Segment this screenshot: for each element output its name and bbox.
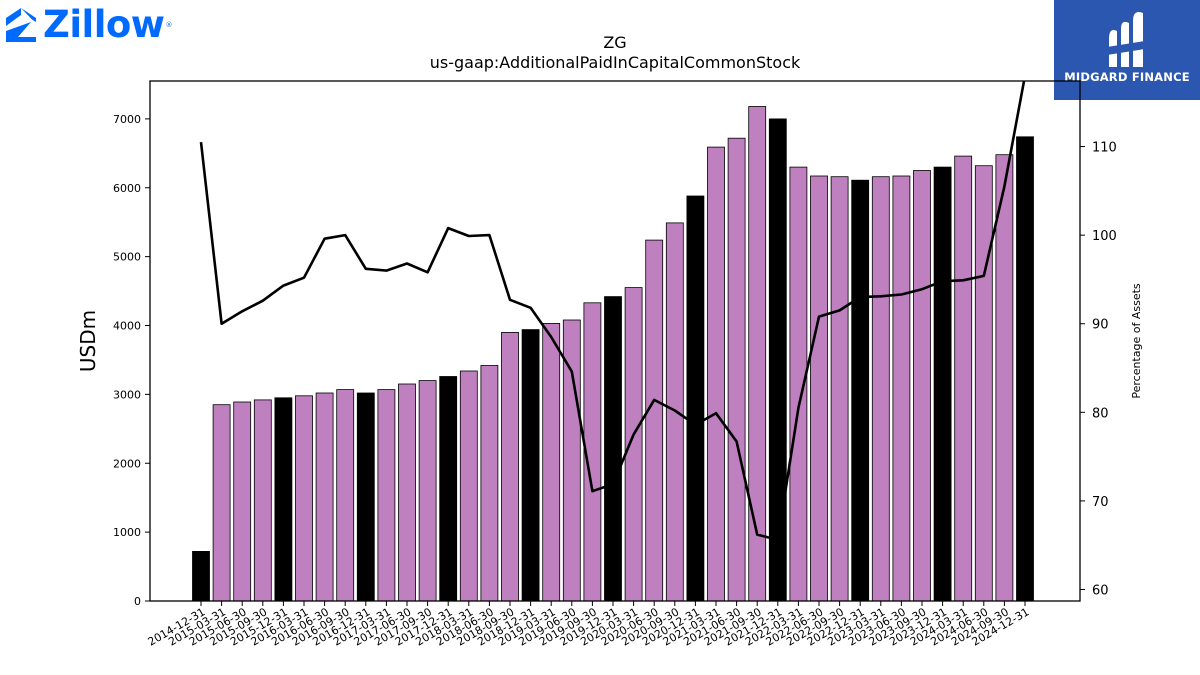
y-axis-label: USDm	[76, 310, 100, 372]
y2-tick-label: 80	[1092, 406, 1109, 421]
bar	[295, 395, 313, 602]
bar	[830, 176, 849, 602]
bar	[501, 331, 519, 602]
y-tick-label: 0	[134, 595, 141, 608]
zillow-logo: Zillow ®	[5, 6, 172, 43]
zillow-house-icon	[6, 7, 36, 42]
bar	[748, 106, 767, 602]
zillow-wordmark: Zillow	[43, 3, 165, 46]
midgard-m-icon	[1107, 12, 1145, 67]
bar	[851, 179, 870, 602]
bar	[995, 154, 1014, 602]
y-tick-label: 4000	[113, 320, 141, 333]
bar	[954, 155, 973, 602]
plot-frame	[149, 80, 1081, 602]
chart-title: ZG	[603, 33, 626, 52]
percentage-line	[199, 81, 1026, 542]
bar	[274, 397, 293, 602]
bar	[604, 296, 622, 602]
y-tick-label: 6000	[113, 182, 141, 195]
plot-area: 0 1000 2000 3000 4000 5000 6000 7000 60 70 80 90 100…	[113, 81, 1117, 649]
bar	[542, 322, 561, 602]
y-tick-label: 1000	[113, 526, 141, 539]
zillow-registered-mark: ®	[165, 20, 173, 29]
y-tick-label: 2000	[113, 457, 141, 470]
bar	[624, 287, 643, 602]
bar	[233, 401, 252, 602]
bar	[253, 399, 272, 602]
bar	[459, 370, 478, 602]
bar	[192, 551, 210, 602]
y2-tick-label: 110	[1092, 141, 1117, 156]
y2-tick-label: 70	[1092, 495, 1109, 510]
midgard-finance-name: MIDGARD FINANCE	[1064, 70, 1190, 84]
bar	[315, 392, 334, 602]
bar	[439, 376, 458, 602]
bar	[356, 392, 375, 602]
bar	[871, 176, 890, 602]
bar	[686, 195, 705, 602]
bar	[933, 166, 952, 602]
bar	[212, 404, 231, 602]
bar	[768, 118, 787, 602]
y-tick-label: 3000	[113, 388, 141, 401]
y2-tick-label: 100	[1092, 229, 1117, 244]
midgard-finance-logo: MIDGARD FINANCE	[1054, 0, 1200, 100]
bar	[377, 389, 396, 602]
y2-tick-label: 60	[1092, 583, 1109, 598]
bar	[810, 175, 828, 602]
y-tick-label: 7000	[113, 113, 141, 126]
bar	[727, 137, 746, 602]
bar	[913, 170, 931, 602]
bar	[974, 165, 993, 602]
bar	[707, 146, 725, 602]
bar	[398, 383, 416, 602]
y2-tick-label: 90	[1092, 318, 1109, 333]
bar	[418, 380, 437, 602]
chart-subtitle: us-gaap:AdditionalPaidInCapitalCommonSto…	[430, 53, 801, 72]
bar	[892, 175, 911, 602]
y-tick-label: 5000	[113, 251, 141, 264]
y2-axis-label: Percentage of Assets	[1130, 283, 1143, 399]
bar	[336, 389, 355, 602]
bar	[480, 365, 499, 602]
bar	[521, 329, 540, 602]
bar	[645, 239, 664, 602]
bar	[1016, 136, 1034, 602]
